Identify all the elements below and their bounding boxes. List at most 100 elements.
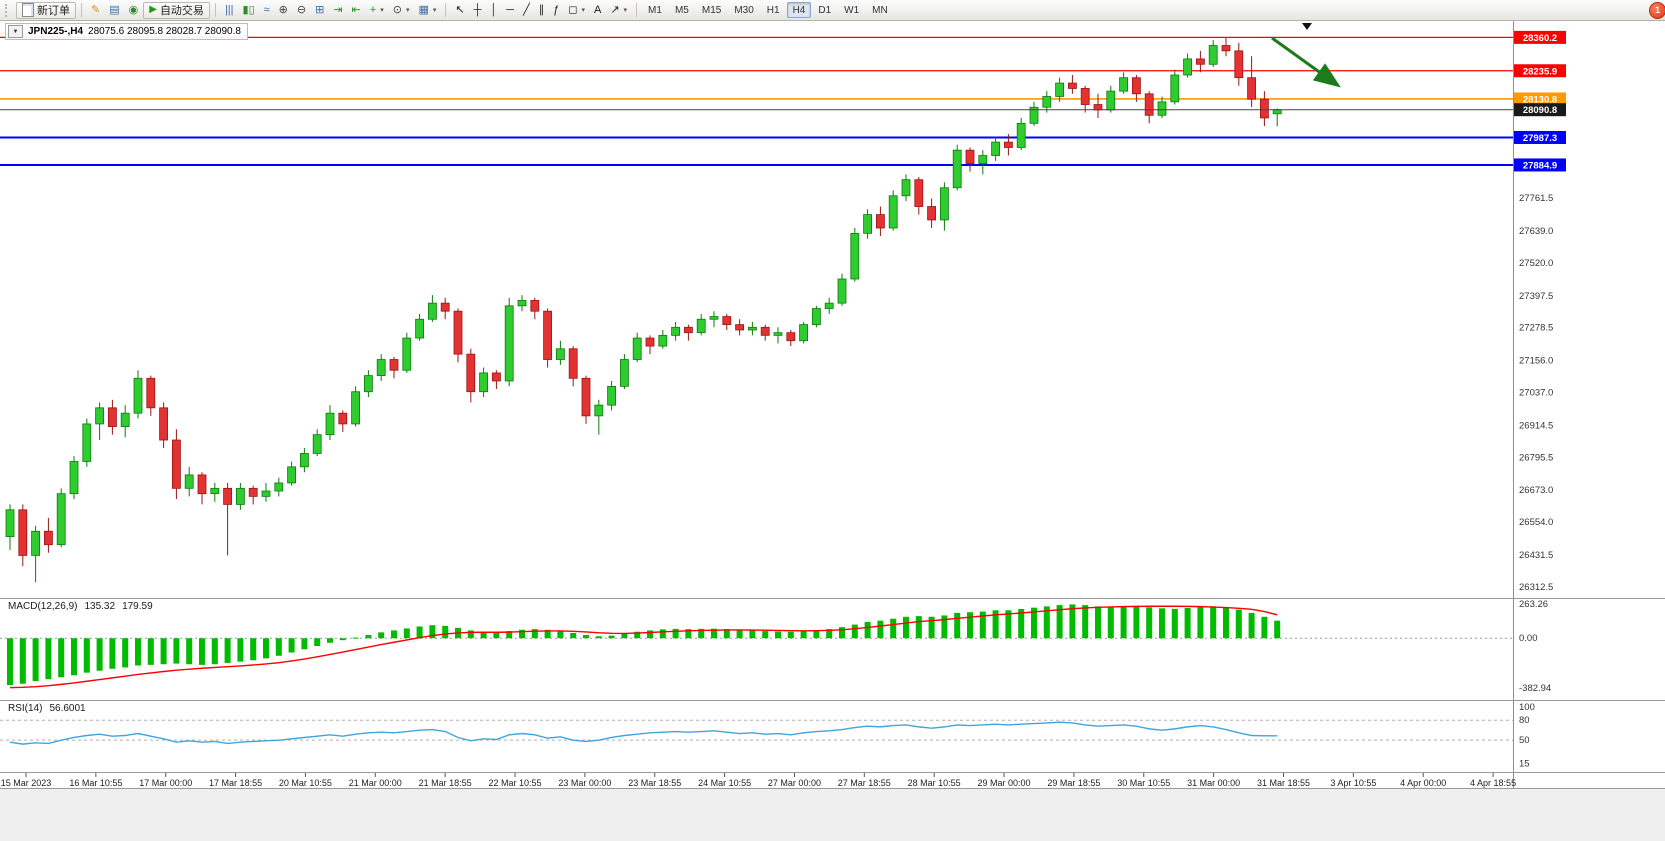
candle-body: [786, 332, 796, 342]
shapes-button[interactable]: ◻ ▾: [564, 2, 589, 19]
candle-body: [440, 302, 450, 312]
fibonacci-button[interactable]: ƒ: [549, 2, 563, 19]
templates-icon: ▦: [418, 3, 429, 16]
candle-body: [1068, 82, 1077, 89]
price-axis-label: 26431.5: [1519, 550, 1553, 561]
macd-bar: [224, 638, 231, 663]
candle-body: [952, 149, 962, 189]
macd-bar: [749, 630, 756, 639]
market-watch-button[interactable]: ▤: [105, 2, 123, 19]
text-icon: A: [593, 3, 602, 16]
rsi-line: [9, 721, 1278, 745]
macd-bar: [429, 625, 436, 639]
macd-bar: [595, 636, 602, 639]
chevron-down-icon: ▼: [12, 28, 19, 35]
candle-body: [1170, 74, 1180, 103]
macd-bar: [1197, 606, 1204, 639]
candle-body: [978, 155, 988, 164]
macd-bar: [979, 611, 986, 639]
chart-tools-group: ||| ▮▯ ≈ ⊕ ⊖ ⊞ ⇥ ⇤ + ▾ ⊙ ▾ ▦ ▾: [221, 2, 440, 19]
macd-bar: [531, 629, 538, 639]
time-axis-label: 27 Mar 00:00: [768, 778, 821, 788]
rsi-name: RSI(14): [8, 703, 43, 714]
timeframe-mn-button[interactable]: MN: [866, 2, 894, 18]
toolbar-grip[interactable]: [5, 3, 11, 17]
auto-scroll-button[interactable]: ⇥: [329, 2, 346, 19]
timeframe-h1-button[interactable]: H1: [761, 2, 786, 18]
autotrading-button[interactable]: ▶ 自动交易: [143, 1, 210, 19]
candle-body: [376, 359, 386, 377]
arrows-button[interactable]: ↗ ▾: [606, 2, 631, 19]
candle-body: [812, 308, 821, 326]
timeframe-m15-button[interactable]: M15: [696, 2, 727, 18]
data-window-button[interactable]: ◉: [125, 2, 143, 19]
timeframe-d1-button[interactable]: D1: [812, 2, 837, 18]
bar-chart-button[interactable]: |||: [221, 2, 238, 19]
chart-menu-button[interactable]: ▼: [8, 25, 23, 38]
candle-body: [965, 149, 975, 164]
macd-bar: [365, 634, 372, 639]
macd-bar: [467, 630, 474, 639]
chart-canvas[interactable]: 27761.5 27639.0 27520.0 27397.5 27278.5 27156…: [0, 20, 1665, 841]
arrows-icon: ↗: [610, 3, 620, 16]
vertical-line-button[interactable]: │: [486, 2, 501, 19]
cursor-button[interactable]: ↖: [451, 2, 468, 19]
macd-bar: [1133, 606, 1140, 639]
candle-body: [530, 300, 540, 312]
indicators-button[interactable]: + ▾: [366, 2, 388, 19]
candle-body: [1004, 141, 1013, 148]
templates-button[interactable]: ▦ ▾: [414, 2, 440, 19]
macd-bar: [1120, 606, 1127, 639]
timeframe-m30-button[interactable]: M30: [728, 2, 759, 18]
cursor-icon: ↖: [455, 3, 465, 16]
horizontal-line-button[interactable]: ─: [502, 2, 518, 19]
price-axis-label: 27278.5: [1519, 323, 1553, 334]
candle-body: [389, 359, 399, 371]
timeframe-w1-button[interactable]: W1: [838, 2, 865, 18]
trendline-button[interactable]: ╱: [519, 2, 534, 19]
tile-windows-button[interactable]: ⊞: [311, 2, 328, 19]
macd-name: MACD(12,26,9): [8, 601, 78, 612]
timeframe-m1-button[interactable]: M1: [642, 2, 668, 18]
price-axis-label: 27156.0: [1519, 356, 1553, 367]
timeframe-m5-button[interactable]: M5: [669, 2, 695, 18]
time-axis-label: 30 Mar 10:55: [1117, 778, 1170, 788]
macd-bar: [186, 638, 193, 665]
metaeditor-button[interactable]: ✎: [87, 2, 104, 19]
macd-bar: [493, 632, 500, 639]
candlestick-button[interactable]: ▮▯: [239, 2, 259, 19]
line-chart-button[interactable]: ≈: [260, 2, 274, 19]
auto-scroll-icon: ⇥: [333, 3, 343, 16]
trend-arrow[interactable]: [1271, 36, 1341, 88]
macd-bar: [1082, 605, 1089, 639]
periods-button[interactable]: ⊙ ▾: [389, 2, 414, 19]
data-window-icon: ◉: [128, 3, 139, 16]
candle-body: [658, 334, 668, 347]
notification-badge[interactable]: 1: [1649, 1, 1665, 19]
new-order-button[interactable]: 新订单: [16, 1, 76, 19]
channel-button[interactable]: ∥: [535, 2, 549, 19]
time-axis-label: 29 Mar 00:00: [978, 778, 1031, 788]
candle-body: [632, 337, 642, 360]
zoom-in-button[interactable]: ⊕: [275, 2, 292, 19]
macd-bar: [1031, 607, 1037, 639]
timeframe-h4-button[interactable]: H4: [786, 2, 812, 18]
chart-shift-button[interactable]: ⇤: [348, 2, 365, 19]
zoom-out-button[interactable]: ⊖: [293, 2, 310, 19]
time-axis-label: 28 Mar 10:55: [908, 778, 961, 788]
candle-body: [1016, 122, 1026, 148]
text-button[interactable]: A: [590, 2, 605, 19]
price-axis-label: 26673.0: [1519, 485, 1553, 496]
new-order-icon: [22, 3, 34, 17]
time-axis-label: 4 Apr 00:00: [1400, 778, 1446, 788]
macd-axis-label: -382.94: [1519, 683, 1551, 694]
crosshair-button[interactable]: ┼: [470, 2, 486, 19]
macd-bar: [839, 627, 845, 639]
candle-body: [1144, 93, 1154, 116]
macd-bar: [288, 638, 295, 653]
macd-bar: [1056, 605, 1063, 639]
time-axis-label: 4 Apr 18:55: [1470, 778, 1516, 788]
price-line-badge: [1514, 92, 1566, 106]
macd-bar: [1171, 608, 1178, 639]
scroll-end-marker[interactable]: [1302, 23, 1312, 30]
